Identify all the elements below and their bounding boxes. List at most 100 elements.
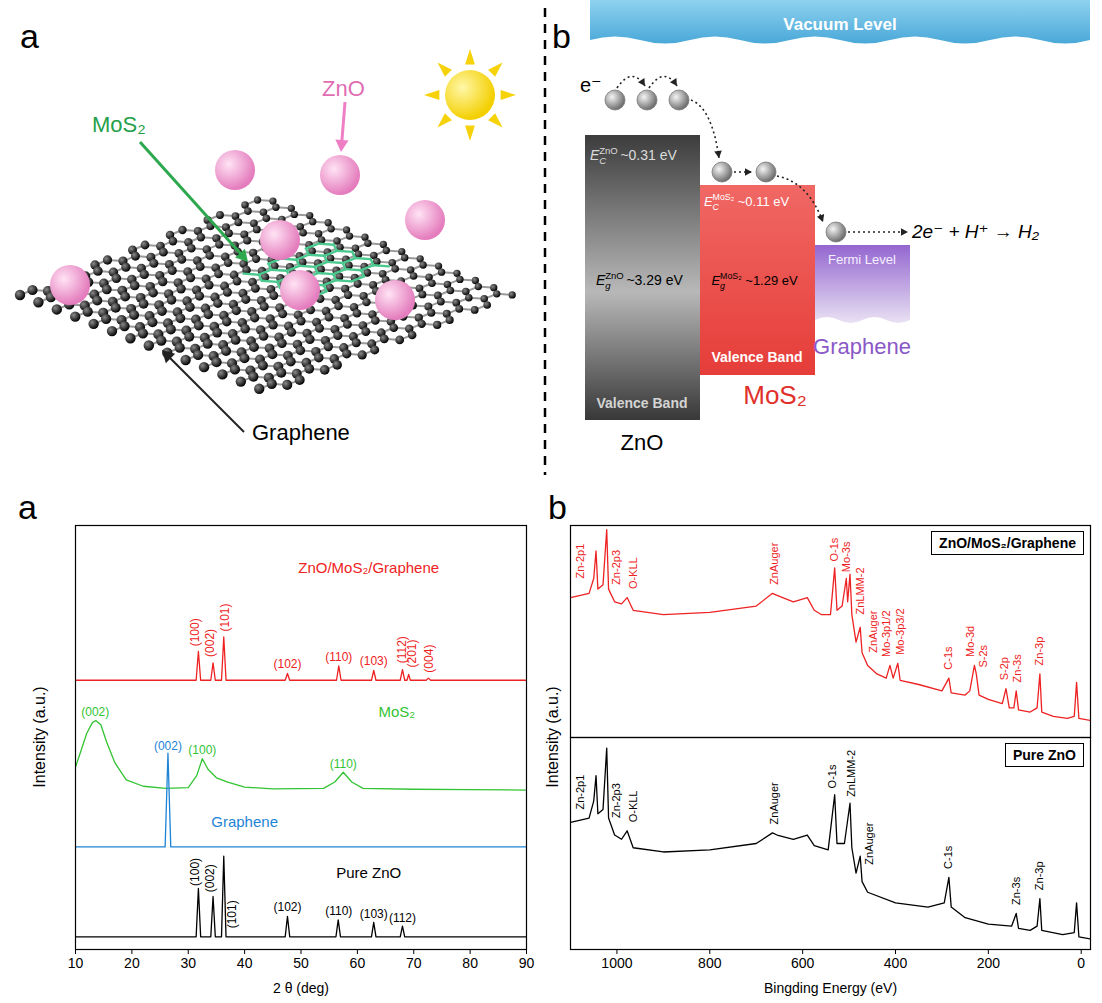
svg-text:a: a (20, 17, 39, 55)
svg-text:Zn-2p3: Zn-2p3 (610, 550, 622, 585)
svg-text:Graphene: Graphene (211, 813, 278, 830)
html-text:Intensity (a.u.): Intensity (a.u.) (544, 686, 561, 788)
svg-text:ZnLMM-2: ZnLMM-2 (854, 567, 866, 614)
svg-text:(002): (002) (154, 739, 182, 753)
svg-text:ZnO: ZnO (621, 430, 664, 455)
svg-text:O-KLL: O-KLL (627, 791, 639, 823)
svg-text:Graphene: Graphene (813, 334, 911, 359)
svg-text:O-KLL: O-KLL (627, 557, 639, 589)
svg-text:O-1s: O-1s (826, 764, 838, 788)
svg-text:(112): (112) (389, 911, 416, 925)
svg-text:(004): (004) (422, 645, 436, 673)
svg-text:ZnO/MoS₂/Graphene: ZnO/MoS₂/Graphene (298, 559, 439, 576)
svg-text:ZnO: ZnO (322, 76, 365, 101)
svg-text:2e⁻ + H⁺ → H₂: 2e⁻ + H⁺ → H₂ (911, 221, 1040, 242)
svg-text:~3.29 eV: ~3.29 eV (626, 272, 683, 288)
svg-text:Graphene: Graphene (252, 420, 350, 445)
svg-text:10: 10 (68, 955, 84, 971)
svg-text:Mo-3p3/2: Mo-3p3/2 (894, 608, 906, 654)
svg-text:(100): (100) (188, 618, 202, 646)
svg-text:ZnAuger: ZnAuger (863, 822, 875, 865)
svg-text:~0.31 eV: ~0.31 eV (620, 147, 677, 163)
svg-text:Fermi Level: Fermi Level (828, 252, 896, 267)
svg-text:Bingding Energy (eV): Bingding Energy (eV) (764, 980, 897, 996)
svg-text:MoS₂: MoS₂ (92, 112, 146, 137)
svg-text:E: E (590, 147, 600, 163)
svg-text:Vacuum Level: Vacuum Level (783, 15, 896, 34)
html-text:Pure ZnO: Pure ZnO (1013, 747, 1076, 763)
svg-text:(100): (100) (188, 743, 216, 757)
svg-text:O-1s: O-1s (828, 537, 840, 561)
svg-text:Pure ZnO: Pure ZnO (336, 864, 401, 881)
svg-text:ZnLMM-2: ZnLMM-2 (845, 750, 857, 797)
svg-text:MoS₂: MoS₂ (379, 703, 416, 720)
svg-text:ZnAuger: ZnAuger (768, 542, 780, 585)
svg-text:b: b (552, 17, 571, 55)
svg-text:~0.11 eV: ~0.11 eV (738, 194, 790, 209)
svg-text:(002): (002) (203, 864, 217, 892)
svg-text:ZnO: ZnO (599, 145, 618, 156)
svg-text:C-1s: C-1s (942, 646, 954, 670)
svg-text:600: 600 (791, 955, 815, 971)
svg-text:200: 200 (977, 955, 1001, 971)
svg-text:Zn-3s: Zn-3s (1011, 654, 1023, 683)
svg-text:Valence Band: Valence Band (711, 349, 802, 365)
svg-text:(201): (201) (405, 640, 419, 668)
svg-text:(002): (002) (81, 705, 109, 719)
svg-text:(112): (112) (395, 636, 410, 664)
svg-text:80: 80 (462, 955, 478, 971)
svg-text:(100): (100) (188, 858, 202, 886)
svg-text:g: g (605, 280, 611, 291)
svg-text:(110): (110) (325, 650, 352, 664)
svg-text:g: g (720, 281, 725, 291)
svg-text:MoS₂: MoS₂ (743, 380, 807, 410)
svg-text:Zn-2p3: Zn-2p3 (610, 783, 622, 818)
svg-text:Mo-3s: Mo-3s (840, 541, 852, 572)
svg-text:(101): (101) (218, 603, 232, 631)
svg-text:Zn-2p1: Zn-2p1 (574, 775, 586, 810)
svg-text:(103): (103) (360, 654, 388, 668)
svg-text:800: 800 (698, 955, 722, 971)
svg-text:C-1s: C-1s (942, 845, 954, 869)
svg-text:(102): (102) (273, 657, 301, 671)
svg-text:90: 90 (519, 955, 535, 971)
svg-text:C: C (599, 155, 606, 166)
svg-text:20: 20 (124, 955, 140, 971)
svg-text:Valence Band: Valence Band (596, 395, 687, 411)
svg-text:30: 30 (180, 955, 196, 971)
svg-text:S-2s: S-2s (977, 644, 989, 667)
svg-text:(110): (110) (325, 904, 352, 918)
html-text:Intensity (a.u.): Intensity (a.u.) (31, 686, 48, 788)
html-text:b: b (548, 488, 567, 526)
svg-text:Zn-2p1: Zn-2p1 (574, 544, 586, 579)
svg-text:~1.29 eV: ~1.29 eV (745, 273, 798, 288)
svg-text:(103): (103) (360, 907, 388, 921)
svg-text:0: 0 (1077, 955, 1085, 971)
svg-text:50: 50 (293, 955, 309, 971)
svg-text:(102): (102) (273, 900, 301, 914)
svg-text:(101): (101) (225, 900, 239, 928)
svg-text:(110): (110) (330, 757, 357, 771)
svg-text:70: 70 (406, 955, 422, 971)
svg-text:ZnAuger: ZnAuger (768, 782, 780, 825)
svg-text:C: C (713, 202, 720, 212)
svg-text:Zn-3p: Zn-3p (1033, 861, 1045, 890)
html-text:ZnO/MoS₂/Graphene: ZnO/MoS₂/Graphene (939, 535, 1076, 551)
svg-text:Zn-3s: Zn-3s (1010, 876, 1022, 905)
svg-text:MoS₂: MoS₂ (713, 192, 735, 202)
html-text:a: a (18, 488, 37, 526)
svg-text:S-2p: S-2p (998, 657, 1010, 680)
svg-text:MoS₂: MoS₂ (720, 271, 742, 281)
svg-text:1000: 1000 (601, 955, 632, 971)
svg-text:40: 40 (237, 955, 253, 971)
svg-text:60: 60 (350, 955, 366, 971)
svg-text:2 θ (deg): 2 θ (deg) (273, 980, 329, 996)
svg-text:Mo-3d: Mo-3d (964, 626, 976, 657)
svg-text:ZnAuger: ZnAuger (867, 610, 879, 653)
svg-text:(002): (002) (203, 629, 217, 657)
svg-text:Zn-3p: Zn-3p (1033, 637, 1045, 666)
svg-text:e⁻: e⁻ (580, 74, 602, 96)
svg-text:Mo-3p1/2: Mo-3p1/2 (880, 610, 892, 656)
svg-text:ZnO: ZnO (605, 270, 624, 281)
svg-text:400: 400 (884, 955, 908, 971)
